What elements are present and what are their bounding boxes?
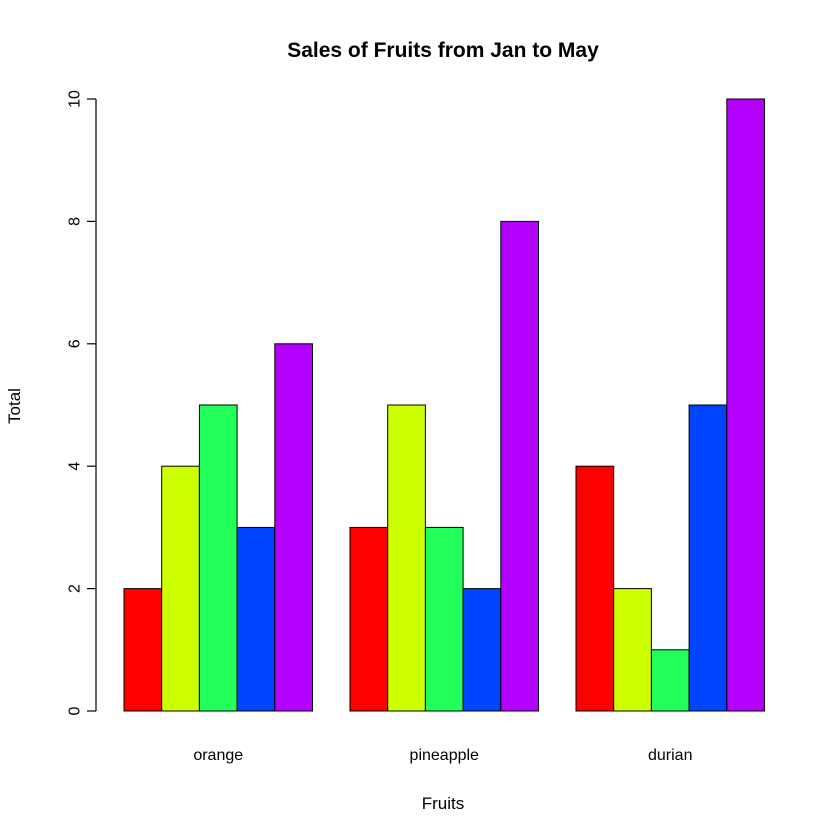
y-axis-label: Total bbox=[5, 388, 24, 424]
y-tick-label: 10 bbox=[67, 90, 84, 108]
bars bbox=[123, 98, 765, 712]
x-tick-label: durian bbox=[648, 747, 692, 764]
bar-orange-1 bbox=[123, 588, 163, 712]
y-tick-label: 6 bbox=[67, 339, 84, 348]
bar-durian-1 bbox=[575, 465, 615, 712]
bar-pineapple-5 bbox=[500, 220, 539, 712]
bar-orange-2 bbox=[161, 465, 200, 712]
bar-durian-2 bbox=[613, 588, 652, 712]
y-tick-label: 4 bbox=[67, 462, 84, 471]
bar-pineapple-1 bbox=[349, 526, 389, 712]
y-axis: 0 2 4 6 8 10 bbox=[67, 90, 97, 715]
x-tick-label: orange bbox=[193, 747, 243, 764]
x-axis-label: Fruits bbox=[422, 794, 465, 813]
x-axis-ticks: orange pineapple durian bbox=[193, 747, 692, 764]
bar-orange-4 bbox=[236, 526, 276, 712]
y-tick-label: 2 bbox=[67, 584, 84, 593]
y-tick-label: 8 bbox=[67, 217, 84, 226]
y-tick-label: 0 bbox=[67, 706, 84, 715]
bar-pineapple-4 bbox=[462, 588, 502, 712]
bar-durian-3 bbox=[650, 649, 690, 712]
x-tick-label: pineapple bbox=[410, 747, 480, 764]
bar-orange-5 bbox=[274, 343, 313, 712]
bar-pineapple-3 bbox=[424, 526, 464, 712]
bar-orange-3 bbox=[198, 404, 238, 712]
bar-durian-5 bbox=[726, 98, 765, 712]
bar-durian-4 bbox=[688, 404, 728, 712]
bar-pineapple-2 bbox=[387, 404, 426, 712]
chart-title: Sales of Fruits from Jan to May bbox=[287, 39, 599, 62]
